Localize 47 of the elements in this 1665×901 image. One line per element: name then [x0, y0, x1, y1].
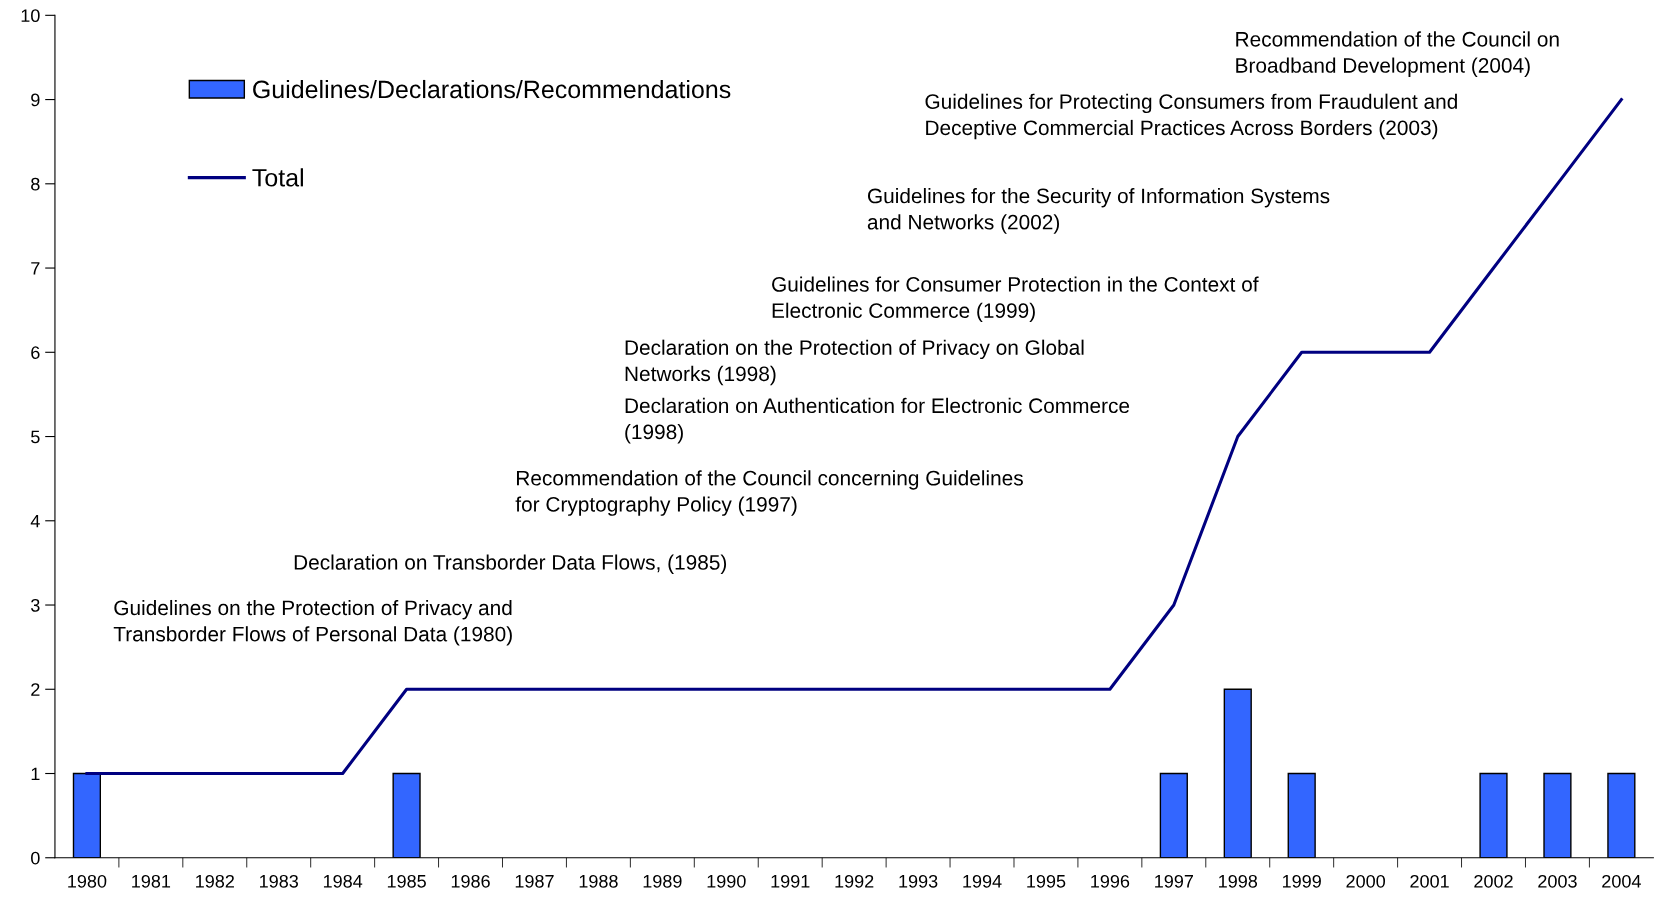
x-tick-label: 1985 [387, 874, 426, 888]
y-tick-label: 3 [31, 598, 40, 612]
x-tick-label: 1996 [1091, 874, 1130, 888]
x-tick-label: 2003 [1538, 874, 1577, 888]
annotation: Guidelines for the Security of Information Systems and Networks (2002) [867, 188, 1330, 234]
x-tick-label: 1991 [771, 874, 810, 888]
annotation: Guidelines for Consumer Protection in the Context of Electronic Commerce (1999) [772, 276, 1259, 323]
x-tick-label: 1989 [643, 874, 682, 888]
annotation: Recommendation of the Council concerning Guidelines for Cryptography Policy (1997) [515, 470, 1023, 516]
x-tick-label: 1990 [707, 874, 746, 888]
x-tick-label: 2000 [1346, 874, 1386, 888]
y-tick-label: 5 [31, 430, 40, 444]
y-tick-label: 9 [31, 93, 40, 107]
y-tick-label: 7 [31, 262, 40, 275]
x-tick-label: 1983 [260, 874, 299, 888]
annotation: Recommendation of the Council on Broadband Development (2004) [1236, 31, 1559, 77]
x-tick-label: 1993 [899, 874, 938, 888]
y-tick-label: 6 [31, 346, 40, 360]
y-tick-label: 1 [31, 767, 40, 781]
legend-label: Total [252, 168, 303, 187]
x-tick-label: 2001 [1410, 874, 1449, 888]
legend-label: Guidelines/Declarations/Recommendations [253, 79, 731, 99]
x-tick-label: 1986 [451, 874, 490, 888]
x-tick-label: 1992 [835, 874, 874, 888]
y-tick-label: 0 [31, 851, 40, 865]
x-tick-label: 1988 [579, 874, 618, 888]
x-tick-label: 1998 [1219, 874, 1258, 888]
x-tick-label: 1994 [963, 874, 1002, 888]
y-tick-label: 10 [21, 9, 40, 23]
y-tick-label: 8 [31, 177, 40, 191]
x-tick-label: 2004 [1602, 874, 1641, 888]
x-tick-label: 1995 [1027, 874, 1066, 888]
x-tick-label: 1987 [515, 874, 554, 888]
x-tick-label: 1981 [132, 874, 171, 888]
y-tick-label: 4 [30, 514, 40, 528]
x-tick-label: 1982 [196, 874, 234, 888]
x-tick-label: 1999 [1282, 874, 1321, 888]
annotation: Guidelines for Protecting Consumers from Fraudulent and Deceptive Commercial Practices Across Borders (2003) [925, 93, 1457, 140]
annotation: Declaration on Authentication for Electronic Commerce (1998) [625, 397, 1130, 444]
x-tick-label: 1980 [68, 874, 107, 888]
x-tick-label: 2002 [1474, 874, 1513, 888]
x-tick-label: 1997 [1155, 874, 1193, 888]
annotation: Declaration on Transborder Data Flows, (1985) [294, 554, 727, 574]
x-tick-label: 1984 [323, 874, 363, 888]
y-tick-label: 2 [31, 683, 40, 696]
annotation: Guidelines on the Protection of Privacy and Transborder Flows of Personal Data (1980) [113, 599, 512, 646]
annotation: Declaration on the Protection of Privacy on Global Networks (1998) [625, 339, 1084, 386]
